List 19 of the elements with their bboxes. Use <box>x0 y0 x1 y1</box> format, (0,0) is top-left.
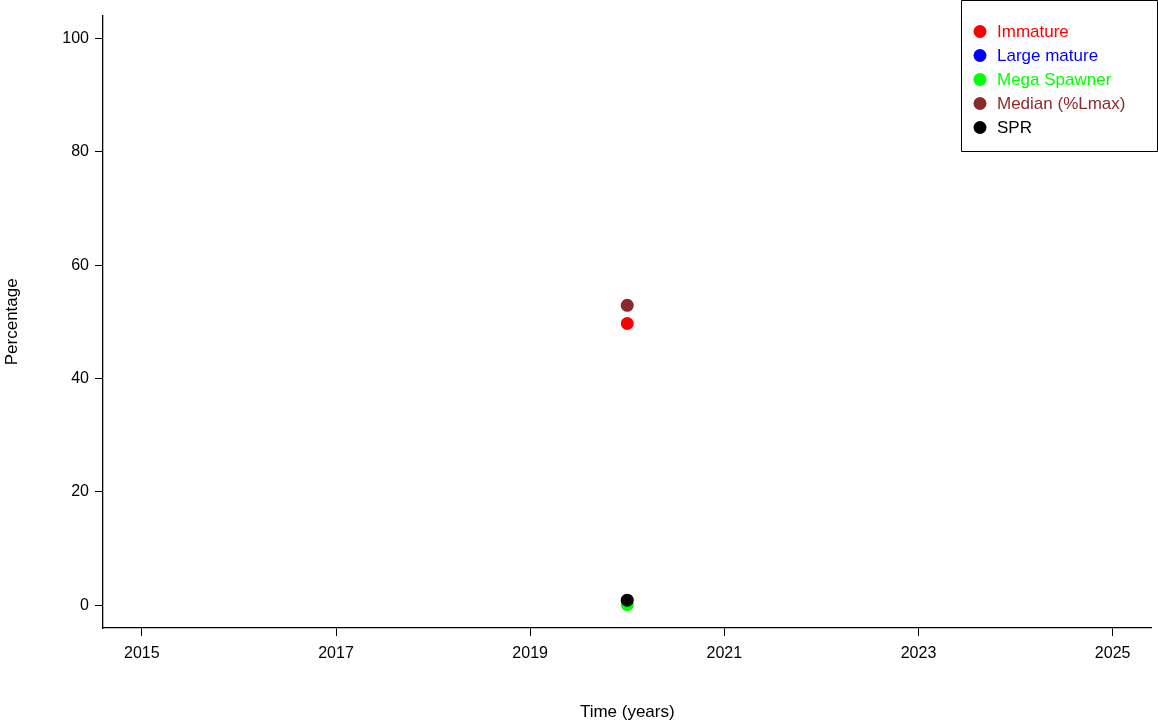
y-axis-title: Percentage <box>1 278 21 366</box>
y-tick-label: 40 <box>71 368 90 386</box>
y-tick-label: 20 <box>71 482 90 500</box>
x-axis-title: Time (years) <box>579 702 675 722</box>
x-tick-label: 2021 <box>706 644 743 662</box>
y-tick-label: 60 <box>71 255 90 273</box>
x-tick-label: 2017 <box>318 644 354 662</box>
legend-label: Median (%Lmax) <box>997 94 1126 114</box>
x-tick-label: 2023 <box>900 644 937 662</box>
x-tick-label: 2019 <box>512 644 549 662</box>
x-tick-label: 2015 <box>124 644 160 662</box>
legend-label: Large mature <box>997 46 1099 66</box>
x-tick-label: 2025 <box>1094 644 1131 662</box>
legend-label: SPR <box>997 118 1032 138</box>
legend-label: Mega Spawner <box>997 70 1112 90</box>
legend-label: Immature <box>997 22 1069 42</box>
y-tick-label: 0 <box>80 595 90 613</box>
y-tick-label: 80 <box>71 142 90 160</box>
y-tick-label: 100 <box>62 28 90 46</box>
